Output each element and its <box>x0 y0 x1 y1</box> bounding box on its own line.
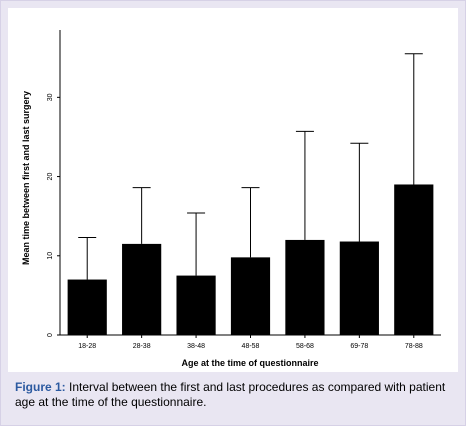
x-ticks: 18-28 28-38 38-48 48-58 58-68 69-78 78-88 <box>78 335 423 350</box>
bars <box>67 184 434 335</box>
x-tick-label: 69-78 <box>350 343 368 350</box>
x-tick-label: 28-38 <box>133 343 151 350</box>
error-bar <box>295 130 314 240</box>
bar <box>285 239 325 335</box>
error-bar <box>132 187 151 244</box>
x-tick-label: 78-88 <box>405 343 423 350</box>
error-bar <box>404 53 423 185</box>
x-tick-label: 48-58 <box>242 343 260 350</box>
x-tick-label: 58-68 <box>296 343 314 350</box>
y-ticks: 0 10 20 30 <box>47 93 60 337</box>
error-bar <box>78 237 97 280</box>
y-tick-label: 30 <box>47 93 54 101</box>
bar <box>176 275 216 335</box>
figure-caption: Figure 1: Interval between the first and… <box>15 380 455 410</box>
x-tick-label: 18-28 <box>78 343 96 350</box>
figure-caption-label: Figure 1: <box>15 380 66 394</box>
y-tick-label: 20 <box>47 173 54 181</box>
bar <box>394 184 434 335</box>
figure-caption-text: Interval between the first and last proc… <box>15 380 446 409</box>
bar <box>339 241 379 335</box>
bar <box>230 257 271 335</box>
bar <box>122 243 162 335</box>
bar <box>67 279 107 335</box>
error-bar <box>350 142 369 242</box>
y-tick-label: 0 <box>47 333 54 337</box>
x-axis-title: Age at the time of questionnaire <box>181 358 318 368</box>
y-tick-label: 10 <box>47 252 54 260</box>
error-bars <box>78 53 423 280</box>
bar-chart: 0 10 20 30 18-28 28-38 38-48 48-58 58-68 69-78 78… <box>21 30 441 368</box>
y-axis-title: Mean time between first and last surgery <box>21 91 31 265</box>
error-bar <box>241 187 260 258</box>
x-tick-label: 38-48 <box>187 343 205 350</box>
error-bar <box>187 212 206 276</box>
plot-panel: 0 10 20 30 18-28 28-38 38-48 48-58 58-68 69-78 78… <box>8 8 458 372</box>
